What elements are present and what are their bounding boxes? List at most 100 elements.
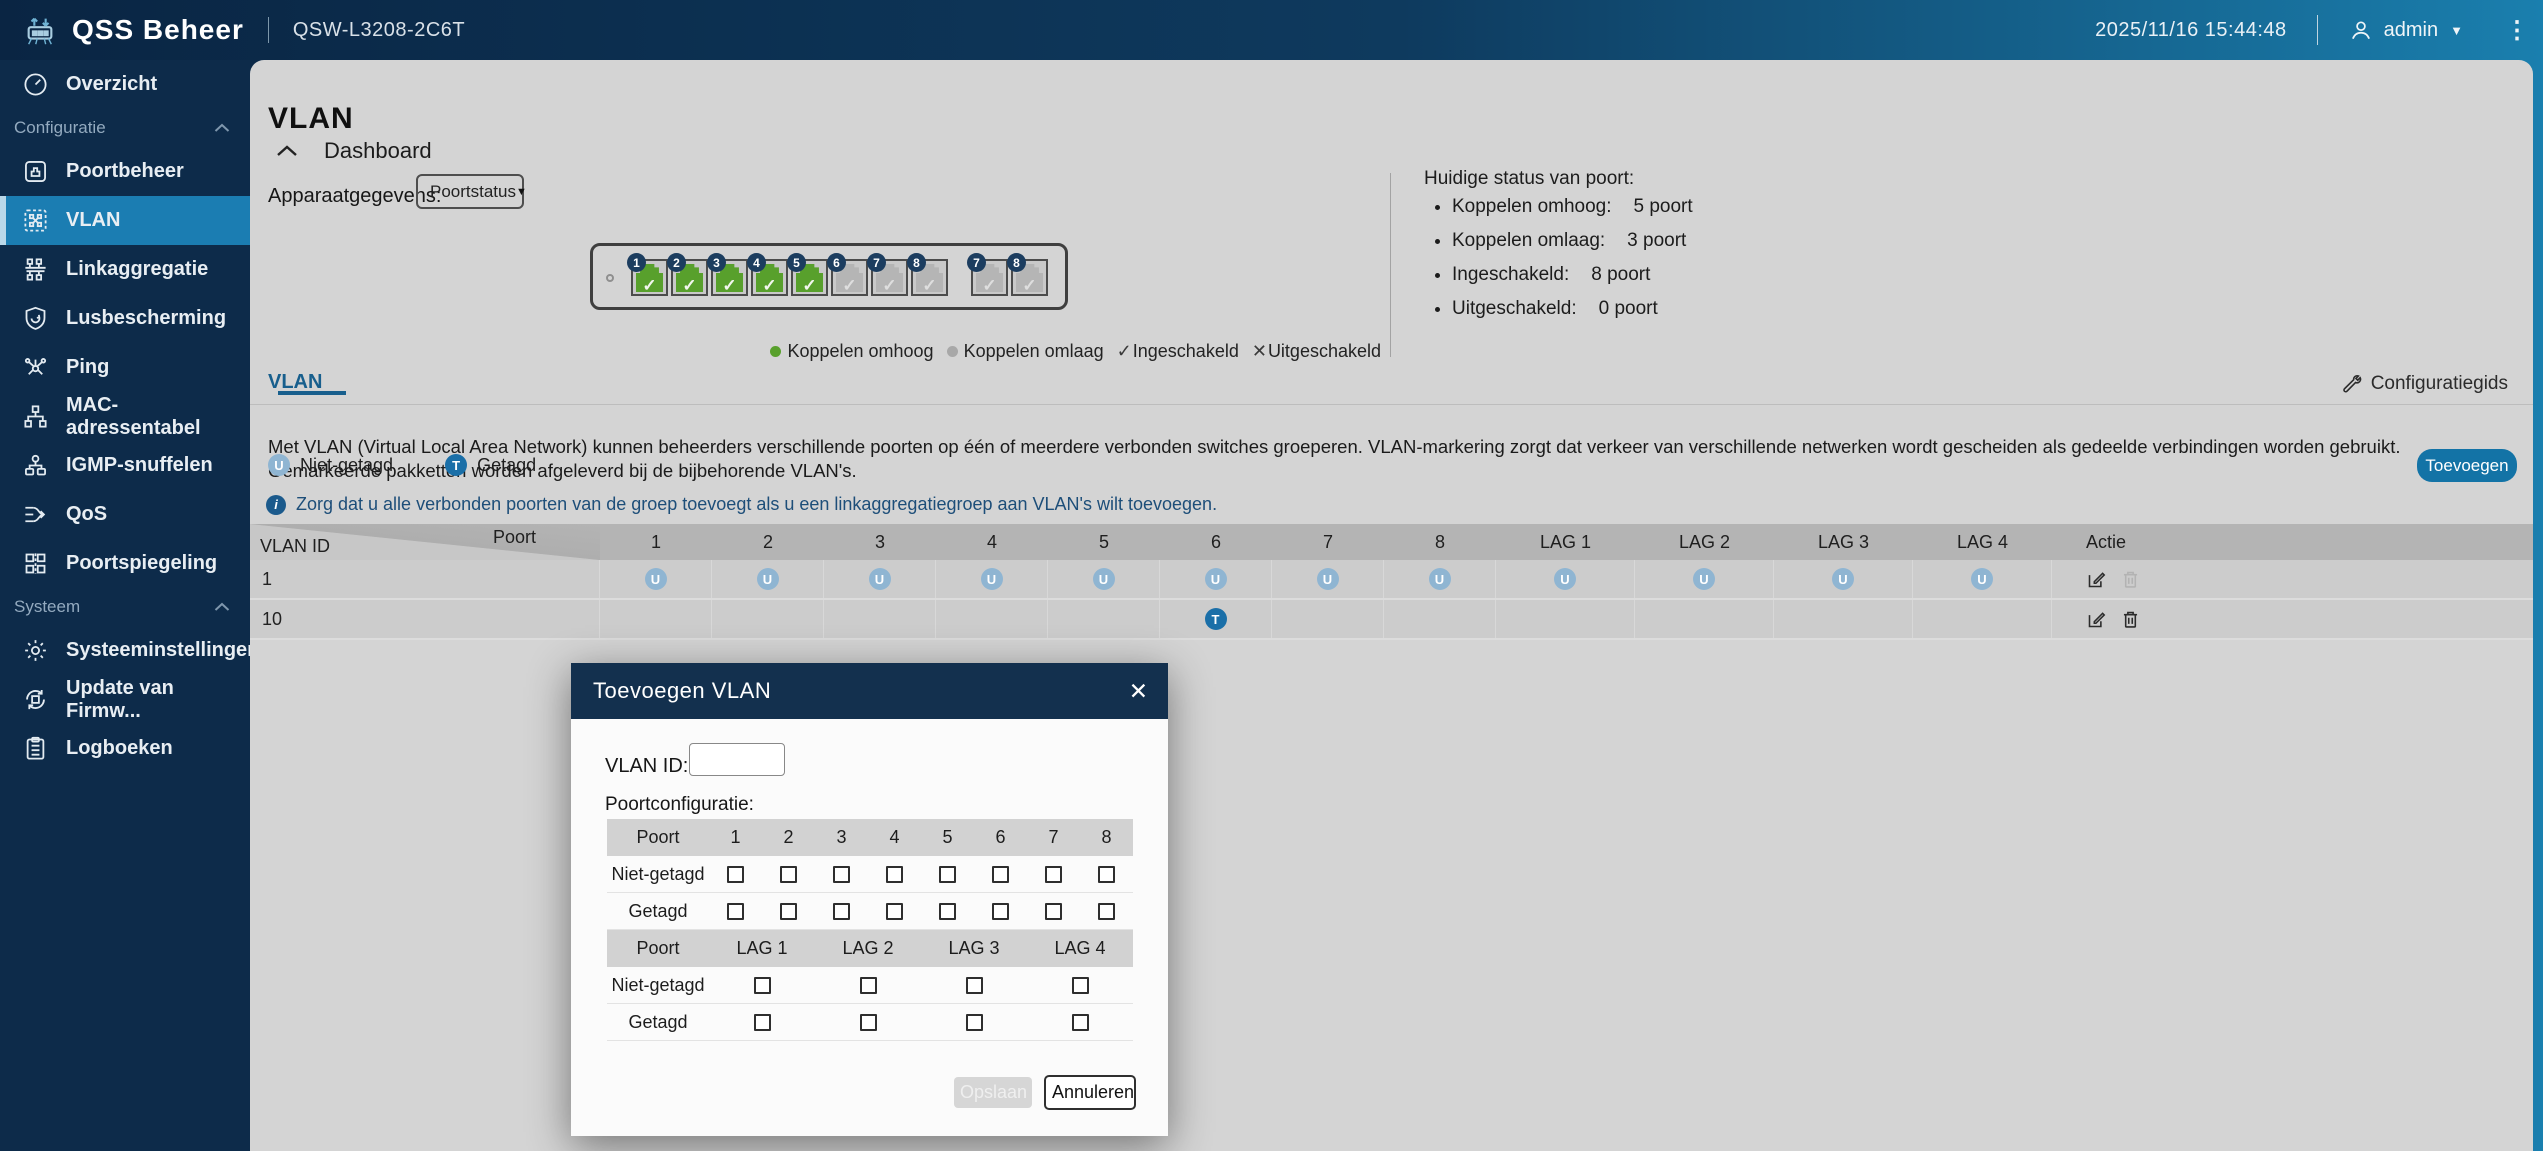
port-sfp-7[interactable]: ✓ 7 (967, 253, 1008, 296)
sidebar-item-overzicht[interactable]: Overzicht (0, 60, 250, 109)
port-status-item: Uitgeschakeld: 0 poort (1452, 298, 1693, 320)
tagged-checkbox-lag-4[interactable] (1071, 1013, 1089, 1031)
close-icon[interactable]: ✕ (1128, 677, 1148, 704)
untagged-checkbox-5[interactable] (939, 865, 956, 883)
sidebar-item-igmp-snuffelen[interactable]: IGMP-snuffelen (0, 441, 250, 490)
port-sfp-8[interactable]: ✓ 8 (1007, 253, 1048, 296)
port-main-2[interactable]: ✓ 2 (667, 253, 708, 296)
sidebar-section-systeem[interactable]: Systeem (0, 588, 250, 626)
sidebar-item-ping[interactable]: Ping (0, 343, 250, 392)
dashboard-collapse-toggle[interactable]: Dashboard (276, 138, 432, 164)
untagged-badge-icon: U (1204, 568, 1227, 590)
port-main-3[interactable]: ✓ 3 (707, 253, 748, 296)
untagged-checkbox-1[interactable] (727, 865, 744, 883)
edit-icon[interactable] (2086, 569, 2107, 590)
sidebar-item-poortbeheer[interactable]: Poortbeheer (0, 147, 250, 196)
tag-badge-legend: U Niet-getagd T Getagd (268, 454, 536, 476)
save-button[interactable]: Opslaan (954, 1077, 1032, 1108)
untagged-checkbox-lag-4[interactable] (1071, 976, 1089, 994)
port-main-1[interactable]: ✓ 1 (627, 253, 668, 296)
tagged-checkbox-3[interactable] (833, 902, 850, 920)
port-number-badge: 4 (747, 253, 766, 272)
user-menu[interactable]: admin ▼ (2348, 17, 2463, 43)
port-main-7[interactable]: ✓ 7 (867, 253, 908, 296)
port-status-label: Koppelen omhoog: (1452, 196, 1612, 217)
info-text: Zorg dat u alle verbonden poorten van de… (296, 494, 1218, 514)
tagged-checkbox-8[interactable] (1098, 902, 1115, 920)
untagged-checkbox-7[interactable] (1045, 865, 1062, 883)
vlan-table-column-header: 4 (986, 531, 997, 552)
modal-row-label: Getagd (628, 900, 688, 921)
tagged-checkbox-5[interactable] (939, 902, 956, 920)
sidebar-item-logboeken[interactable]: Logboeken (0, 724, 250, 773)
tab-vlan[interactable]: VLAN (268, 371, 346, 395)
vlan-membership-cell: U (600, 560, 712, 598)
sidebar-item-poortspiegeling[interactable]: Poortspiegeling (0, 539, 250, 588)
modal-lag-table-row: Niet-getagd (607, 967, 1133, 1004)
vlan-membership-cell: U (1496, 560, 1635, 598)
corner-port-label: Poort (492, 527, 536, 547)
chassis-led (606, 274, 614, 282)
port-enabled-check-icon: ✓ (842, 276, 857, 295)
edit-icon[interactable] (2086, 609, 2107, 630)
chevron-up-icon (214, 602, 230, 612)
port-main-6[interactable]: ✓ 6 (827, 253, 868, 296)
device-name: QSW-L3208-2C6T (292, 18, 466, 41)
switch-chassis-graphic: ✓ 1 ✓ 2 ✓ 3 ✓ 4 ✓ 5 ✓ 6 ✓ 7 ✓ 8 ✓ 7 ✓ 8 (590, 243, 1068, 310)
sidebar-item-qos[interactable]: QoS (0, 490, 250, 539)
chevron-up-icon (276, 144, 298, 158)
vlan-membership-cell: U (1913, 560, 2052, 598)
untagged-checkbox-4[interactable] (886, 865, 903, 883)
sidebar-item-mac-adressentabel[interactable]: MAC-adressentabel (0, 392, 250, 441)
untagged-badge-icon: U (1092, 568, 1115, 590)
tagged-checkbox-2[interactable] (780, 902, 797, 920)
sidebar-item-linkaggregatie[interactable]: Linkaggregatie (0, 245, 250, 294)
current-port-status: Huidige status van poort: Koppelen omhoo… (1424, 168, 1693, 332)
tagged-checkbox-4[interactable] (886, 902, 903, 920)
user-icon (2348, 17, 2374, 43)
vlan-table-column-header: LAG 2 (1678, 531, 1731, 552)
more-menu-icon[interactable]: ⋮ (2505, 16, 2529, 44)
untagged-checkbox-lag-2[interactable] (859, 976, 877, 994)
untagged-checkbox-3[interactable] (833, 865, 850, 883)
sidebar-item-update-van-firmw-[interactable]: Update van Firmw... (0, 675, 250, 724)
port-status-legend: Koppelen omhoog Koppelen omlaag ✓ Ingeschak… (770, 341, 1381, 362)
vlan-table-column-header: 2 (762, 531, 773, 552)
add-vlan-button[interactable]: Toevoegen (2417, 449, 2517, 482)
port-number-badge: 2 (667, 253, 686, 272)
sidebar-item-vlan[interactable]: VLAN (0, 196, 250, 245)
port-main-4[interactable]: ✓ 4 (747, 253, 788, 296)
vlan-id-input[interactable] (689, 743, 785, 776)
port-main-8[interactable]: ✓ 8 (907, 253, 948, 296)
port-status-label: Ingeschakeld: (1452, 264, 1570, 285)
tagged-checkbox-7[interactable] (1045, 902, 1062, 920)
port-main-5[interactable]: ✓ 5 (787, 253, 828, 296)
cancel-button[interactable]: Annuleren (1044, 1075, 1136, 1110)
vlan-membership-cell (1913, 600, 2052, 638)
device-info-select[interactable]: Poortstatus ▼ (416, 174, 527, 209)
sidebar-item-label: Ping (66, 356, 110, 378)
sidebar-item-systeeminstellingen[interactable]: Systeeminstellingen (0, 626, 259, 675)
delete-icon[interactable] (2120, 609, 2141, 630)
sidebar-item-lusbescherming[interactable]: Lusbescherming (0, 294, 250, 343)
untagged-checkbox-lag-1[interactable] (753, 976, 771, 994)
sidebar-item-label: MAC-adressentabel (66, 393, 201, 439)
untagged-checkbox-2[interactable] (780, 865, 797, 883)
sidebar-section-configuratie[interactable]: Configuratie (0, 109, 250, 147)
tagged-checkbox-6[interactable] (992, 902, 1009, 920)
legend-label: Uitgeschakeld (1267, 341, 1381, 361)
untagged-checkbox-lag-3[interactable] (965, 976, 983, 994)
modal-port-table-row: Getagd (607, 893, 1133, 930)
modal-table-column-header: 6 (995, 827, 1006, 847)
sidebar-item-label: VLAN (66, 209, 121, 231)
untagged-checkbox-6[interactable] (992, 865, 1009, 883)
tagged-checkbox-1[interactable] (727, 902, 744, 920)
untagged-checkbox-8[interactable] (1098, 865, 1115, 883)
tagged-checkbox-lag-2[interactable] (859, 1013, 877, 1031)
tagged-checkbox-lag-3[interactable] (965, 1013, 983, 1031)
configuration-guide-link[interactable]: Configuratiegids (2341, 373, 2508, 395)
modal-checkbox-cell (921, 967, 1027, 1003)
modal-checkbox-cell (762, 856, 815, 892)
vlan-membership-cell: U (712, 560, 824, 598)
tagged-checkbox-lag-1[interactable] (753, 1013, 771, 1031)
